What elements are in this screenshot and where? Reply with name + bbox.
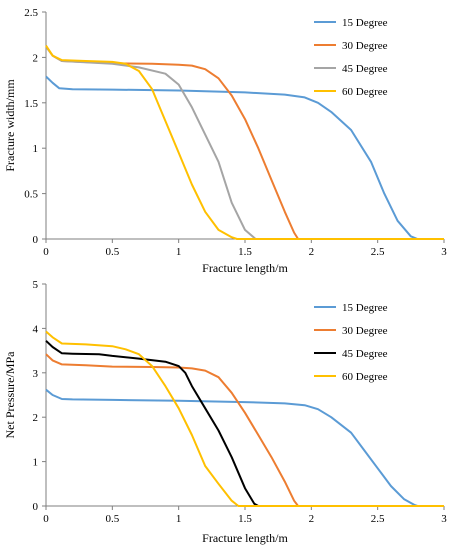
series-line-60-degree — [45, 330, 444, 507]
x-tick-label: 1.5 — [238, 246, 252, 258]
legend-label: 45 Degree — [342, 348, 388, 360]
chart-1: 0 0.5 1 1.5 2 2.5 3 0 0.5 1 1.5 2 2.5 Fracture length… — [3, 7, 447, 275]
series-line-15-degree — [45, 388, 444, 507]
series-line-45-degree — [45, 340, 444, 507]
x-axis-label: Fracture length/m — [202, 531, 288, 545]
x-tick-label: 1 — [176, 246, 182, 258]
x-tick-label: 0.5 — [105, 246, 119, 258]
y-tick-label: 2.5 — [24, 7, 38, 19]
legend-label: 45 Degree — [342, 63, 388, 75]
y-tick-label: 0.5 — [24, 189, 38, 201]
x-tick-label: 2.5 — [371, 513, 385, 525]
x-tick-label: 0 — [43, 513, 49, 525]
y-tick-label: 1.5 — [24, 98, 38, 110]
legend: 15 Degree 30 Degree 45 Degree 60 Degree — [314, 17, 388, 98]
x-tick-label: 0.5 — [105, 513, 119, 525]
legend: 15 Degree 30 Degree 45 Degree 60 Degree — [314, 302, 388, 383]
legend-label: 15 Degree — [342, 17, 388, 29]
x-tick-label: 2.5 — [371, 246, 385, 258]
x-tick-label: 3 — [441, 246, 447, 258]
series-line-60-degree — [45, 45, 444, 240]
series-line-30-degree — [45, 353, 444, 507]
y-tick-label: 5 — [33, 279, 39, 291]
x-tick-label: 1 — [176, 513, 182, 525]
legend-label: 30 Degree — [342, 325, 388, 337]
series-line-45-degree — [45, 45, 444, 240]
legend-label: 15 Degree — [342, 302, 388, 314]
y-tick-label: 2 — [33, 412, 39, 424]
y-axis-label: Fracture width/mm — [3, 79, 17, 172]
x-tick-label: 1.5 — [238, 513, 252, 525]
y-axis-label: Net Pressure/MPa — [3, 351, 17, 439]
x-tick-label: 2 — [309, 246, 315, 258]
series-line-30-degree — [45, 45, 444, 240]
y-tick-label: 1 — [33, 457, 39, 469]
x-tick-label: 3 — [441, 513, 447, 525]
y-tick-label: 2 — [33, 52, 39, 64]
legend-label: 60 Degree — [342, 371, 388, 383]
y-tick-label: 0 — [33, 501, 39, 513]
chart-2: 0 0.5 1 1.5 2 2.5 3 0 1 2 3 4 5 Fracture length/m Net … — [3, 279, 447, 545]
x-tick-label: 0 — [43, 246, 49, 258]
legend-label: 30 Degree — [342, 40, 388, 52]
y-tick-label: 1 — [33, 143, 39, 155]
y-tick-label: 3 — [33, 368, 39, 380]
y-tick-label: 0 — [33, 234, 39, 246]
x-tick-label: 2 — [309, 513, 315, 525]
x-axis-label: Fracture length/m — [202, 261, 288, 275]
legend-label: 60 Degree — [342, 86, 388, 98]
y-tick-label: 4 — [33, 323, 39, 335]
series-line-15-degree — [45, 75, 444, 240]
